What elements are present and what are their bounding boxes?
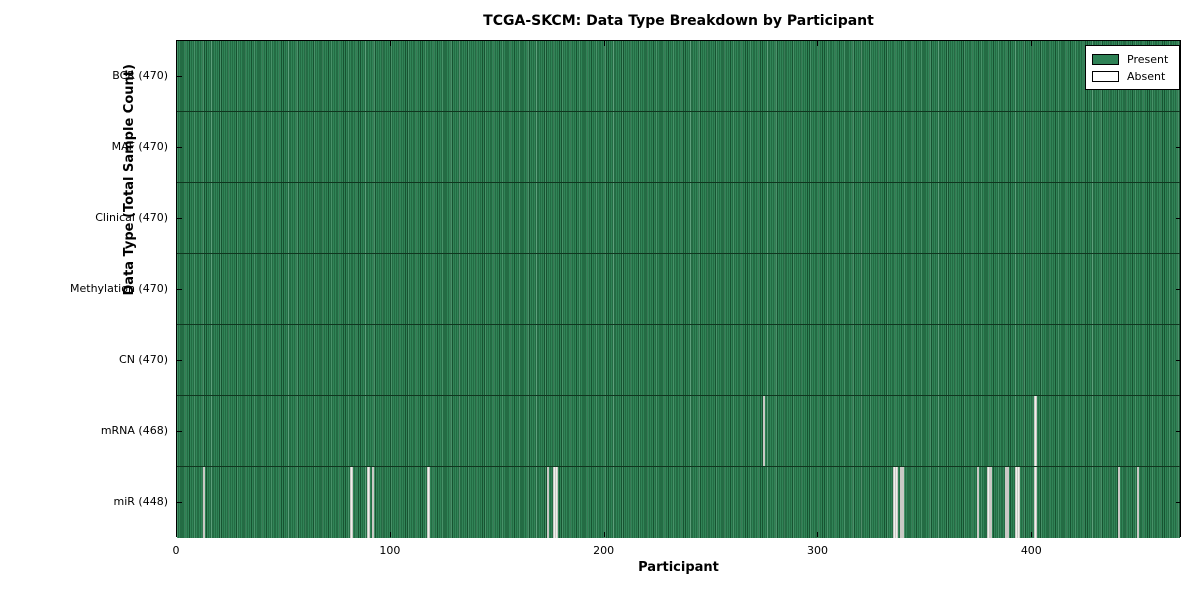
heatmap-row-BCR	[177, 41, 1180, 112]
absent-gap	[555, 467, 558, 538]
absent-gap	[427, 467, 430, 538]
absent-gap	[546, 467, 550, 538]
x-axis-label: Participant	[638, 560, 719, 575]
x-tick-label: 200	[593, 544, 615, 557]
heatmap-row-CN	[177, 325, 1180, 396]
absent-swatch	[1092, 71, 1119, 82]
y-tick-label: miR (448)	[113, 494, 169, 508]
y-tick-mark	[177, 76, 182, 77]
legend-entry-present: Present	[1092, 51, 1173, 68]
absent-gap	[1004, 467, 1007, 538]
absent-gap	[987, 467, 990, 538]
y-tick-mark	[1176, 218, 1181, 219]
absent-gap	[989, 467, 992, 538]
plot-area	[176, 40, 1181, 538]
present-swatch	[1092, 54, 1119, 65]
absent-gap	[976, 467, 980, 538]
heatmap-row-Clinical	[177, 183, 1180, 254]
absent-gap	[895, 467, 898, 538]
legend: Present Absent	[1085, 45, 1180, 90]
x-tick-mark	[176, 532, 177, 537]
absent-gap	[1017, 467, 1020, 538]
x-tick-mark	[390, 532, 391, 537]
y-tick-mark	[177, 431, 182, 432]
x-tick-mark	[390, 41, 391, 46]
y-tick-mark	[1176, 360, 1181, 361]
y-tick-label: mRNA (468)	[100, 423, 168, 437]
y-tick-mark	[177, 147, 182, 148]
heatmap-row-MAF	[177, 112, 1180, 183]
absent-gap	[367, 467, 370, 538]
x-tick-mark	[176, 41, 177, 46]
x-tick-label: 0	[172, 544, 180, 557]
x-tick-label: 300	[806, 544, 828, 557]
absent-gap	[899, 467, 903, 538]
x-tick-mark	[604, 41, 605, 46]
x-tick-label: 400	[1020, 544, 1042, 557]
legend-label-present: Present	[1127, 53, 1169, 66]
x-tick-mark	[1031, 41, 1032, 46]
absent-gap	[1015, 467, 1018, 538]
y-tick-mark	[177, 218, 182, 219]
y-tick-label: Clinical (470)	[95, 210, 168, 224]
x-tick-mark	[604, 532, 605, 537]
y-axis-label: Data Type (Total Sample Count)	[122, 64, 138, 296]
y-tick-label: Methylation (470)	[70, 281, 168, 295]
y-tick-mark	[1176, 147, 1181, 148]
legend-entry-absent: Absent	[1092, 68, 1173, 85]
chart-title: TCGA-SKCM: Data Type Breakdown by Partic…	[483, 13, 874, 29]
absent-gap	[762, 396, 766, 466]
absent-gap	[553, 467, 556, 538]
absent-gap	[901, 467, 905, 538]
absent-gap	[1034, 467, 1037, 538]
heatmap-row-mRNA	[177, 396, 1180, 467]
legend-label-absent: Absent	[1127, 70, 1166, 83]
y-tick-label: MAF (470)	[111, 139, 168, 153]
y-tick-mark	[1176, 289, 1181, 290]
y-tick-mark	[177, 360, 182, 361]
x-tick-mark	[817, 41, 818, 46]
absent-gap	[202, 467, 206, 538]
absent-gap	[893, 467, 896, 538]
absent-gap	[1006, 467, 1010, 538]
x-tick-mark	[817, 532, 818, 537]
y-tick-mark	[177, 289, 182, 290]
heatmap-row-Methylation	[177, 254, 1180, 325]
y-tick-label: CN (470)	[119, 352, 168, 366]
x-tick-label: 100	[379, 544, 401, 557]
y-tick-mark	[1176, 431, 1181, 432]
y-tick-label: BCR (470)	[112, 68, 168, 82]
heatmap-row-miR	[177, 467, 1180, 538]
absent-gap	[1137, 467, 1140, 538]
absent-gap	[1034, 396, 1037, 466]
x-tick-mark	[1031, 532, 1032, 537]
absent-gap	[1117, 467, 1121, 538]
absent-gap	[350, 467, 353, 538]
y-tick-mark	[177, 502, 182, 503]
absent-gap	[371, 467, 374, 538]
y-tick-mark	[1176, 502, 1181, 503]
